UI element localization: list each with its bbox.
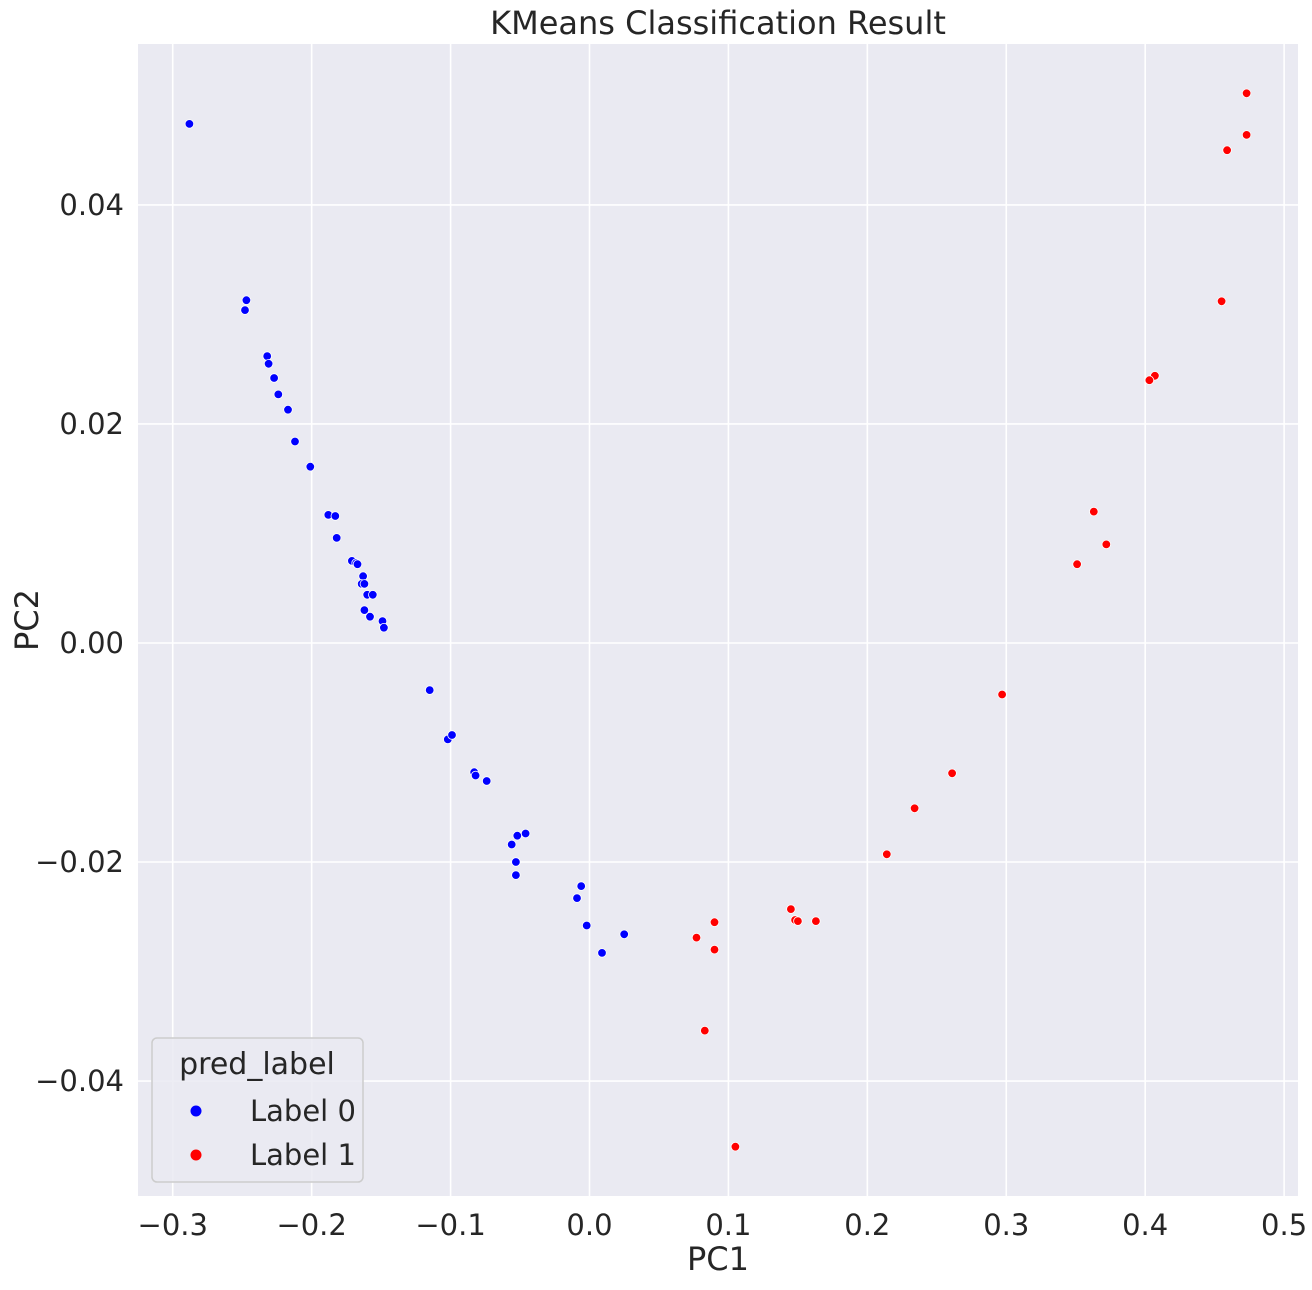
data-point-label-0	[358, 571, 368, 581]
data-point-label-0	[512, 831, 523, 841]
plot-area	[138, 44, 1298, 1196]
y-axis-label: PC2	[8, 589, 46, 651]
data-point-label-1	[700, 1025, 710, 1036]
data-point-label-1	[786, 904, 796, 914]
data-point-label-1	[1101, 539, 1112, 550]
data-point-label-0	[269, 373, 279, 383]
data-points	[184, 88, 1252, 1152]
data-point-label-1	[1089, 506, 1099, 517]
data-point-label-1	[882, 849, 892, 860]
x-tick-label: 0.4	[1122, 1208, 1168, 1242]
legend-title: pred_label	[179, 1047, 335, 1082]
y-tick-label: −0.04	[35, 1064, 124, 1098]
data-point-label-0	[425, 685, 435, 695]
chart-title: KMeans Classification Result	[490, 4, 946, 42]
data-point-label-0	[447, 730, 457, 740]
data-point-label-0	[305, 462, 316, 472]
data-point-label-0	[368, 590, 378, 600]
data-point-label-0	[273, 389, 284, 400]
data-point-label-1	[709, 917, 720, 927]
data-point-label-0	[511, 857, 521, 867]
data-point-label-0	[330, 511, 341, 521]
data-point-label-0	[572, 893, 582, 903]
data-point-label-0	[262, 351, 272, 361]
x-tick-label: 0.3	[983, 1208, 1029, 1242]
data-point-label-0	[365, 612, 375, 622]
data-point-label-1	[909, 803, 920, 814]
data-point-label-0	[283, 405, 293, 415]
data-point-label-0	[359, 605, 370, 615]
y-tick-label: 0.00	[59, 626, 124, 660]
data-point-label-0	[240, 305, 250, 315]
x-tick-label: 0.1	[705, 1208, 751, 1242]
x-tick-label: −0.1	[415, 1208, 485, 1242]
data-point-label-0	[352, 559, 363, 569]
legend-marker-label-0	[190, 1105, 202, 1117]
data-point-label-0	[511, 870, 521, 880]
data-point-label-1	[793, 916, 803, 926]
legend-entry-label-1: Label 1	[250, 1138, 356, 1172]
legend-entry-label-0: Label 0	[250, 1094, 356, 1128]
y-tick-label: −0.02	[35, 845, 124, 879]
data-point-label-0	[241, 295, 252, 305]
y-axis-ticks: −0.04 −0.02 0.00 0.02 0.04	[35, 188, 124, 1098]
gridlines	[138, 44, 1298, 1196]
y-tick-label: 0.02	[59, 407, 124, 441]
legend: pred_label Label 0 Label 1	[151, 1037, 364, 1183]
data-point-label-0	[359, 579, 370, 589]
data-point-label-1	[1072, 559, 1082, 569]
data-point-label-0	[597, 948, 607, 958]
data-point-label-0	[470, 770, 481, 781]
x-tick-label: 0.5	[1261, 1208, 1307, 1242]
x-tick-label: −0.3	[138, 1208, 208, 1242]
data-point-label-1	[1216, 296, 1227, 307]
data-point-label-1	[709, 944, 720, 955]
data-point-label-1	[730, 1141, 741, 1152]
data-point-label-1	[997, 689, 1007, 700]
data-point-label-0	[332, 533, 342, 543]
x-axis-label: PC1	[687, 1240, 749, 1278]
data-point-label-1	[1241, 88, 1252, 99]
y-tick-label: 0.04	[59, 188, 124, 222]
data-point-label-1	[1222, 145, 1232, 155]
data-point-label-0	[507, 839, 517, 850]
data-point-label-0	[576, 881, 586, 891]
data-point-label-0	[582, 920, 592, 931]
data-point-label-0	[482, 776, 492, 786]
data-point-label-0	[520, 828, 531, 839]
x-tick-label: 0.2	[844, 1208, 890, 1242]
data-point-label-0	[263, 359, 274, 369]
data-point-label-1	[811, 916, 821, 926]
data-point-label-1	[1241, 130, 1252, 140]
legend-box	[151, 1037, 364, 1183]
data-point-label-1	[691, 932, 702, 943]
data-point-label-1	[947, 768, 957, 779]
data-point-label-1	[1144, 375, 1155, 385]
data-point-label-0	[290, 436, 300, 447]
x-axis-ticks: −0.3 −0.2 −0.1 0.0 0.1 0.2 0.3 0.4 0.5	[138, 1208, 1308, 1242]
x-tick-label: −0.2	[276, 1208, 346, 1242]
data-point-label-0	[619, 929, 629, 940]
data-point-label-0	[184, 119, 195, 129]
legend-marker-label-1	[190, 1149, 202, 1161]
x-tick-label: 0.0	[566, 1208, 612, 1242]
data-point-label-0	[379, 623, 389, 633]
